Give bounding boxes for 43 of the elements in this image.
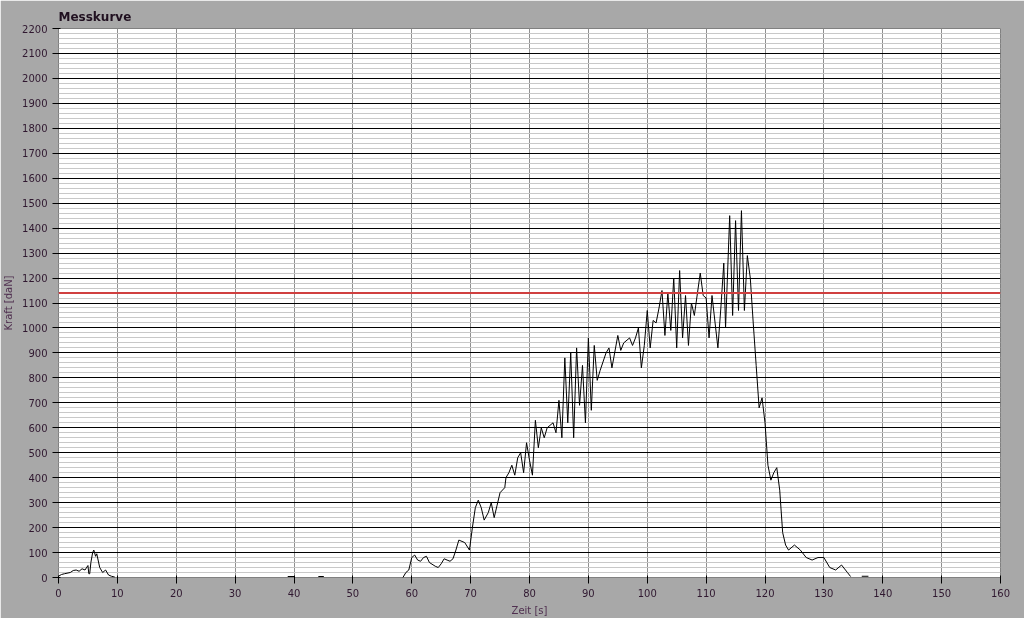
y-tick-label: 1600 [22, 173, 48, 185]
x-tick-label: 130 [814, 587, 834, 599]
x-tick-label: 160 [990, 587, 1011, 599]
y-tick-label: 1300 [22, 248, 48, 260]
y-tick-label: 0 [41, 572, 48, 584]
y-tick-label: 1100 [22, 298, 48, 309]
y-tick-label: 1900 [22, 98, 48, 110]
y-tick-label: 1400 [22, 223, 48, 235]
y-tick-label: 400 [28, 472, 48, 484]
x-tick-label: 80 [523, 587, 536, 599]
y-tick-label: 500 [28, 447, 48, 459]
x-tick-label: 150 [932, 587, 952, 599]
x-axis-title: Zeit [s] [511, 604, 548, 616]
x-tick-label: 30 [228, 587, 242, 599]
y-tick-label: 100 [28, 547, 48, 559]
x-tick-label: 60 [405, 587, 419, 599]
y-tick-label: 1200 [22, 273, 48, 285]
y-tick-label: 800 [28, 372, 48, 384]
x-tick-label: 110 [696, 587, 716, 599]
x-tick-label: 100 [637, 587, 657, 599]
y-tick-label: 1000 [22, 322, 48, 334]
y-tick-label: 2000 [22, 73, 48, 85]
y-tick-label: 2100 [22, 48, 48, 60]
y-tick-label: 1800 [22, 123, 48, 135]
x-tick-label: 140 [873, 587, 893, 599]
y-axis-title: Kraft [daN] [3, 275, 15, 331]
x-tick-label: 0 [55, 587, 62, 599]
y-tick-label: 1700 [22, 148, 48, 160]
y-tick-label: 900 [28, 347, 48, 359]
y-tick-label: 300 [28, 497, 48, 509]
chart-title: Messkurve [58, 9, 132, 24]
x-tick-label: 50 [346, 587, 360, 599]
x-tick-label: 70 [464, 587, 477, 599]
x-tick-label: 40 [287, 587, 301, 599]
x-tick-label: 10 [111, 587, 124, 599]
y-tick-label: 700 [28, 397, 48, 409]
y-tick-label: 200 [28, 522, 48, 534]
y-tick-label: 2200 [22, 23, 48, 35]
x-tick-label: 20 [169, 587, 183, 599]
y-tick-label: 1500 [22, 198, 48, 210]
y-tick-label: 600 [28, 422, 48, 434]
x-tick-label: 120 [755, 587, 775, 599]
x-tick-label: 90 [582, 587, 595, 599]
